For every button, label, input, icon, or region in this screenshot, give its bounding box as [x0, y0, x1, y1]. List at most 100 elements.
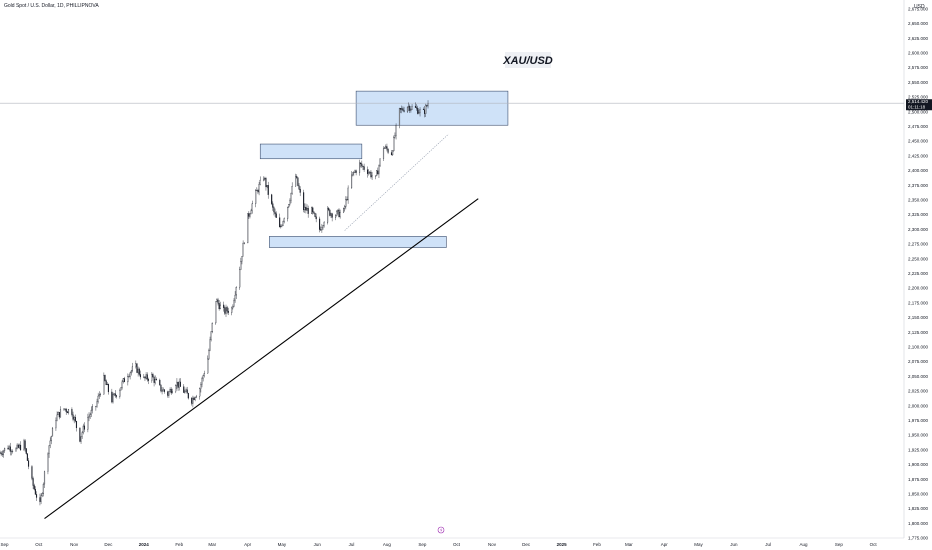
candle: [224, 306, 226, 316]
y-tick-label: 2,500.000: [908, 109, 929, 114]
candle: [59, 406, 62, 418]
candle: [403, 106, 405, 113]
candle: [370, 170, 372, 179]
candle: [386, 143, 388, 152]
price-zone[interactable]: [259, 143, 363, 160]
candle: [64, 408, 66, 411]
y-tick-label: 2,325.000: [908, 212, 929, 217]
time-axis: Sep Oct Nov Dec 2024 Feb Mar Apr May Jun Jul Aug Sep…: [1, 542, 878, 547]
candle: [153, 375, 155, 387]
candle: [418, 109, 420, 115]
candle: [111, 388, 113, 404]
x-tick-label: Nov: [488, 542, 497, 547]
candle: [336, 210, 338, 217]
x-tick-label: Sep: [1, 542, 10, 547]
candle: [337, 209, 339, 215]
candle: [184, 389, 186, 394]
candle: [27, 457, 30, 470]
price-zone[interactable]: [355, 90, 509, 126]
candle: [315, 213, 317, 223]
y-tick-label: 1,800.000: [908, 521, 929, 526]
candle: [320, 226, 322, 231]
candle: [216, 298, 218, 302]
y-tick-label: 2,625.000: [908, 36, 929, 41]
candle: [128, 374, 130, 378]
candle: [247, 213, 249, 244]
candle: [58, 412, 60, 420]
candle: [291, 182, 293, 195]
candle: [258, 181, 260, 196]
candle: [272, 201, 274, 211]
candle: [409, 104, 411, 113]
candle: [339, 209, 341, 219]
candle: [43, 470, 46, 489]
candle: [75, 420, 78, 432]
candle: [114, 390, 116, 398]
candle: [345, 196, 347, 210]
y-tick-label: 2,400.000: [908, 168, 929, 173]
candle: [351, 171, 353, 189]
candle: [160, 384, 162, 393]
candle: [129, 372, 131, 380]
candle: [97, 392, 99, 404]
event-marker-icon[interactable]: [437, 526, 445, 534]
price-zone[interactable]: [269, 236, 447, 248]
candle: [287, 206, 289, 222]
candle: [217, 297, 219, 306]
candle: [194, 397, 196, 402]
price-axis: 2,675.000 2,650.000 2,625.000 2,600.000 2,57…: [908, 6, 929, 540]
candle: [203, 370, 205, 378]
y-tick-label: 2,150.000: [908, 315, 929, 320]
y-tick-label: 2,475.000: [908, 124, 929, 129]
candle: [23, 438, 25, 451]
candle: [243, 242, 245, 245]
trendline[interactable]: [44, 198, 479, 520]
candle: [288, 203, 290, 208]
candle: [422, 107, 425, 111]
candle: [231, 306, 233, 316]
candle: [330, 212, 332, 219]
dotted-trendline[interactable]: [344, 133, 449, 231]
x-tick-label: Nov: [70, 542, 79, 547]
candle: [1, 450, 3, 457]
candle: [105, 379, 107, 386]
y-tick-label: 1,775.000: [908, 536, 929, 541]
x-tick-label: Jul: [765, 542, 771, 547]
candle: [32, 476, 34, 489]
candle: [307, 205, 309, 218]
y-tick-label: 2,125.000: [908, 330, 929, 335]
y-tick-label: 2,000.000: [908, 403, 929, 408]
candle: [210, 331, 212, 342]
x-tick-label: Sep: [418, 542, 427, 547]
candle: [168, 390, 170, 398]
candle: [71, 407, 73, 417]
candle: [171, 388, 173, 394]
candle: [392, 150, 394, 156]
candle: [225, 304, 227, 318]
candle: [266, 185, 268, 189]
candle: [219, 301, 221, 310]
candle: [163, 389, 165, 394]
candle: [201, 376, 203, 388]
candle: [411, 104, 413, 110]
candle: [145, 372, 147, 380]
candle: [17, 443, 19, 449]
candle: [67, 408, 70, 415]
candle: [312, 206, 314, 215]
candle: [416, 104, 418, 111]
candle: [347, 185, 349, 204]
x-tick-label: Sep: [835, 542, 844, 547]
candle: [241, 256, 243, 265]
candle: [152, 372, 154, 378]
candle: [378, 164, 380, 178]
candle: [275, 211, 277, 218]
candle: [202, 374, 204, 382]
candle: [368, 169, 370, 176]
price-tag: 2,514.420 01:11:18: [906, 99, 932, 111]
candle: [382, 146, 385, 161]
x-tick-label: Dec: [104, 542, 113, 547]
x-tick-label: Oct: [35, 542, 43, 547]
y-tick-label: 2,450.000: [908, 139, 929, 144]
candle: [162, 387, 164, 392]
